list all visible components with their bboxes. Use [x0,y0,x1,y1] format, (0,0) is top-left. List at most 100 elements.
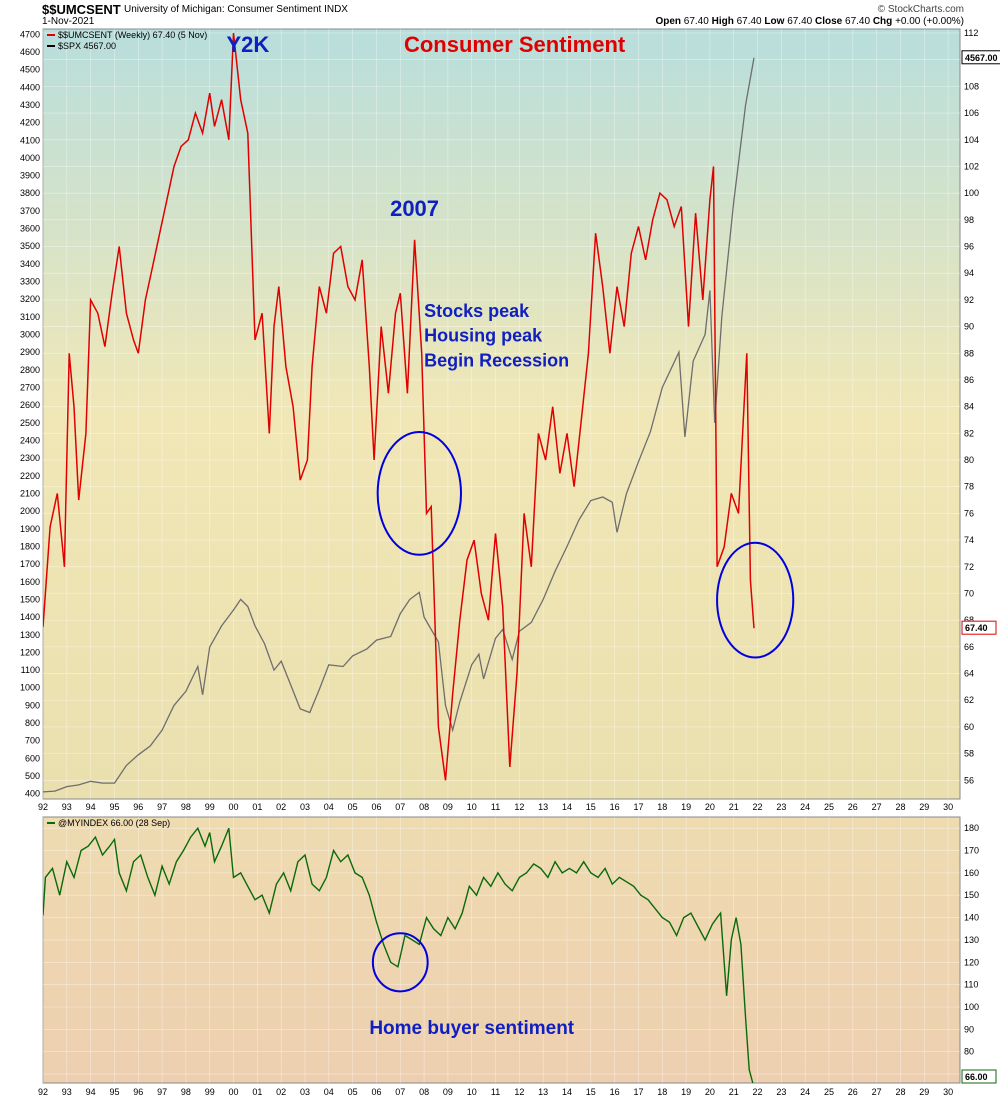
sentiment-legend: $$UMCSENT (Weekly) 67.40 (5 Nov)$SPX 456… [47,30,207,51]
x-tick-label: 26 [848,802,858,812]
last-value-label: 4567.00 [965,53,998,63]
x-tick-label: 00 [229,1087,239,1097]
x-tick-label: 30 [943,1087,953,1097]
left-tick-label: 4300 [20,100,40,110]
last-value-label: 67.40 [965,623,988,633]
x-tick-label: 11 [491,1087,500,1097]
left-tick-label: 3200 [20,294,40,304]
left-tick-label: 500 [25,771,40,781]
x-tick-label: 21 [729,1087,739,1097]
open-label: Open [655,16,681,27]
x-tick-label: 29 [919,1087,929,1097]
x-tick-label: 15 [586,1087,596,1097]
x-tick-label: 95 [109,1087,119,1097]
close-label: Close [815,16,843,27]
left-tick-label: 3700 [20,206,40,216]
x-tick-label: 24 [800,1087,810,1097]
right-tick-label: 100 [964,188,979,198]
right-tick-label: 100 [964,1002,979,1012]
sentiment-series-line [43,32,755,781]
left-tick-label: 4600 [20,47,40,57]
chg-label: Chg [872,16,893,27]
x-tick-label: 95 [109,802,119,812]
sentiment-gridlines [42,29,960,799]
x-tick-label: 20 [705,802,715,812]
sentiment-annotations: Y2K Consumer Sentiment 2007 Stocks peak Hous… [226,32,625,370]
right-tick-label: 72 [964,562,974,572]
x-tick-label: 26 [848,1087,858,1097]
right-tick-label: 82 [964,428,974,438]
left-tick-label: 3900 [20,171,40,181]
x-tick-label: 10 [467,1087,477,1097]
right-tick-label: 58 [964,749,974,759]
right-tick-label: 102 [964,161,979,171]
chart-date: 1-Nov-2021 [42,16,95,27]
right-tick-label: 62 [964,695,974,705]
x-tick-label: 08 [419,1087,429,1097]
left-tick-label: 1000 [20,683,40,693]
x-tick-label: 93 [62,802,72,812]
right-tick-label: 96 [964,242,974,252]
highlight-circle [376,431,463,556]
right-tick-label: 120 [964,957,979,967]
x-tick-label: 17 [633,1087,643,1097]
right-tick-label: 70 [964,588,974,598]
right-tick-label: 150 [964,890,979,900]
left-tick-label: 1700 [20,559,40,569]
left-tick-label: 2200 [20,471,40,481]
x-tick-label: 10 [467,802,477,812]
home-buyer-legend: @MYINDEX 66.00 (28 Sep) [47,818,170,828]
x-tick-label: 01 [252,1087,262,1097]
left-tick-label: 2900 [20,347,40,357]
right-tick-label: 84 [964,402,974,412]
left-tick-label: 3000 [20,330,40,340]
x-tick-label: 20 [705,1087,715,1097]
x-tick-label: 14 [562,802,572,812]
right-tick-label: 170 [964,846,979,856]
x-tick-label: 24 [800,802,810,812]
sentiment-panel: 4005006007008009001000110012001300140015… [20,28,1000,812]
left-tick-label: 2100 [20,488,40,498]
x-tick-label: 09 [443,1087,453,1097]
chart-annotation: Consumer Sentiment [404,32,626,57]
right-tick-label: 92 [964,295,974,305]
left-tick-label: 1100 [21,665,40,675]
close-value: 67.40 [845,16,871,27]
chart-annotation: Y2K [226,32,269,57]
home-buyer-panel: 7080901001101201301401501601701809293949… [38,816,997,1097]
chart-annotation: Home buyer sentiment [369,1018,574,1039]
x-tick-label: 14 [562,1087,572,1097]
right-tick-label: 74 [964,535,974,545]
x-tick-label: 94 [86,802,96,812]
right-tick-label: 64 [964,669,974,679]
right-tick-label: 60 [964,722,974,732]
left-tick-label: 2000 [20,506,40,516]
chg-value: +0.00 (+0.00%) [895,16,964,27]
left-tick-label: 3400 [20,259,40,269]
x-tick-label: 25 [824,802,834,812]
x-tick-label: 98 [181,802,191,812]
legend-entry: @MYINDEX 66.00 (28 Sep) [58,818,170,828]
last-value-box [961,620,997,635]
myindex-series-line [43,826,754,1083]
right-tick-label: 106 [964,108,979,118]
chart-description: University of Michigan: Consumer Sentime… [124,4,348,15]
x-tick-label: 19 [681,1087,691,1097]
x-tick-label: 18 [657,1087,667,1097]
x-tick-label: 22 [753,802,763,812]
x-tick-label: 30 [943,802,953,812]
x-tick-label: 06 [371,802,381,812]
left-tick-label: 2300 [20,453,40,463]
x-tick-label: 00 [229,802,239,812]
highlight-circle [716,541,795,659]
left-tick-label: 4000 [20,153,40,163]
right-tick-label: 56 [964,775,974,785]
sentiment-last-labels: 4567.00 67.40 [961,50,1000,635]
left-tick-label: 3100 [20,312,40,322]
left-tick-label: 1600 [20,577,40,587]
right-tick-label: 80 [964,1047,974,1057]
left-tick-label: 4100 [20,135,40,145]
right-tick-label: 104 [964,135,979,145]
right-tick-label: 76 [964,508,974,518]
left-tick-label: 3500 [20,241,40,251]
